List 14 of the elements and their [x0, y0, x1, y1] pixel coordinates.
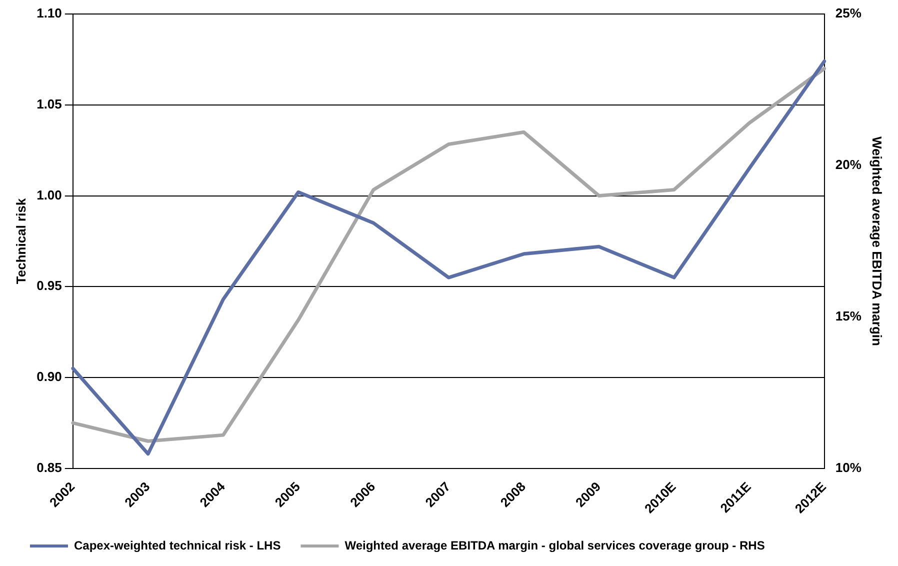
y2-tick-label: 25% [835, 6, 862, 21]
y2-tick-label: 15% [835, 308, 862, 324]
y-tick-label: 1.05 [36, 96, 62, 112]
y-axis-title: Technical risk [13, 198, 28, 284]
legend-label: Capex-weighted technical risk - LHS [74, 538, 281, 552]
y-tick-label: 1.10 [36, 6, 62, 21]
y-tick-label: 1.00 [36, 187, 62, 202]
y2-tick-label: 20% [835, 157, 862, 172]
legend-label: Weighted average EBITDA margin - global services coverage group - RHS [344, 538, 765, 552]
y-tick-label: 0.85 [36, 460, 62, 475]
y2-tick-label: 10% [835, 460, 862, 475]
y-tick-label: 0.90 [36, 369, 62, 384]
y2-axis-title: Weighted average EBITDA margin [870, 136, 885, 346]
y-tick-label: 0.95 [36, 278, 62, 294]
